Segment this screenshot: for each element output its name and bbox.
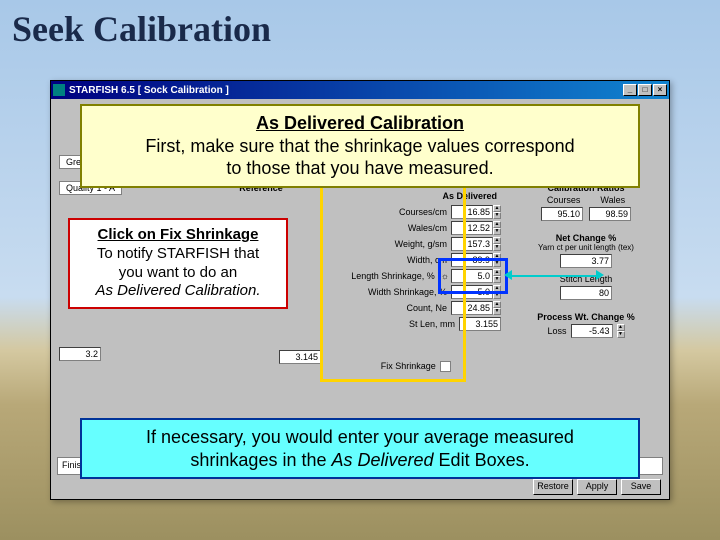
calibration-column: Calibration Ratios Courses Wales 95.10 9… (511, 169, 661, 340)
fix-shrinkage-checkbox[interactable] (440, 361, 451, 372)
lenshr-icon: ☼ (441, 271, 449, 281)
loss-label: Loss (547, 326, 566, 336)
courses-label: Courses/cm (331, 207, 451, 217)
grey-value-input[interactable]: 3.2 (59, 347, 101, 361)
close-button[interactable]: × (653, 84, 667, 96)
lenshr-input[interactable]: 5.0 (451, 269, 493, 283)
stlen-label: St Len, mm (331, 319, 459, 329)
annotation-bottom-line2: shrinkages in the (190, 450, 331, 470)
widshr-label: Width Shrinkage, % (331, 287, 451, 297)
fix-shrinkage-label: Fix Shrinkage (381, 361, 436, 371)
maximize-button[interactable]: □ (638, 84, 652, 96)
app-icon (53, 84, 65, 96)
calib-courses-input[interactable]: 95.10 (541, 207, 583, 221)
titlebar: STARFISH 6.5 [ Sock Calibration ] _ □ × (51, 81, 669, 99)
loss-up[interactable]: ▲ (617, 324, 625, 331)
weight-down[interactable]: ▼ (493, 244, 501, 251)
lenshr-label: Length Shrinkage, % (331, 271, 439, 281)
restore-button[interactable]: Restore (533, 479, 573, 495)
window-title: STARFISH 6.5 [ Sock Calibration ] (69, 85, 229, 96)
width-label: Width, cm (331, 255, 451, 265)
calib-wales-input[interactable]: 98.59 (589, 207, 631, 221)
annotation-left-line1: To notify STARFISH that (80, 245, 276, 264)
annotation-bottom: If necessary, you would enter your avera… (80, 418, 640, 479)
courses-heading: Courses (547, 195, 581, 205)
annotation-left: Click on Fix Shrinkage To notify STARFIS… (68, 218, 288, 309)
asdelivered-column: ☼ As Delivered Courses/cm16.85▲▼ Wales/c… (331, 169, 501, 372)
count-label: Count, Ne (331, 303, 451, 313)
courses-down[interactable]: ▼ (493, 212, 501, 219)
annotation-top-title: As Delivered Calibration (92, 112, 628, 135)
cyan-right-arrowhead-icon (596, 270, 604, 280)
count-input[interactable]: 24.85 (451, 301, 493, 315)
width-input[interactable]: 89.9 (451, 253, 493, 267)
asdelivered-heading: As Delivered (331, 191, 497, 201)
width-up[interactable]: ▲ (493, 253, 501, 260)
netchange-heading: Net Change % (511, 233, 661, 243)
annotation-top: As Delivered Calibration First, make sur… (80, 104, 640, 188)
stlen-input[interactable]: 3.155 (459, 317, 501, 331)
slide-title: Seek Calibration (0, 0, 720, 54)
save-button[interactable]: Save (621, 479, 661, 495)
courses-input[interactable]: 16.85 (451, 205, 493, 219)
annotation-bottom-line2b: Edit Boxes. (434, 450, 530, 470)
annotation-left-line3: As Delivered Calibration. (80, 282, 276, 301)
count-down[interactable]: ▼ (493, 308, 501, 315)
annotation-bottom-line1: If necessary, you would enter your avera… (146, 427, 574, 447)
wales-up[interactable]: ▲ (493, 221, 501, 228)
annotation-top-line1: First, make sure that the shrinkage valu… (92, 135, 628, 158)
apply-button[interactable]: Apply (577, 479, 617, 495)
wales-input[interactable]: 12.52 (451, 221, 493, 235)
annotation-left-title: Click on Fix Shrinkage (80, 226, 276, 245)
weight-input[interactable]: 157.3 (451, 237, 493, 251)
annotation-left-line2: you want to do an (80, 264, 276, 283)
stlen-change-input[interactable]: 80 (560, 286, 612, 300)
weight-label: Weight, g/sm (331, 239, 451, 249)
cyan-left-arrowhead-icon (504, 270, 512, 280)
courses-up[interactable]: ▲ (493, 205, 501, 212)
widshr-up[interactable]: ▲ (493, 285, 501, 292)
width-down[interactable]: ▼ (493, 260, 501, 267)
weight-up[interactable]: ▲ (493, 237, 501, 244)
wales-heading: Wales (600, 195, 625, 205)
widshr-input[interactable]: 5.0 (451, 285, 493, 299)
lenshr-up[interactable]: ▲ (493, 269, 501, 276)
ref-stlen-input[interactable]: 3.145 (279, 350, 321, 364)
wales-down[interactable]: ▼ (493, 228, 501, 235)
count-up[interactable]: ▲ (493, 301, 501, 308)
annotation-top-line2: to those that you have measured. (92, 157, 628, 180)
wales-label: Wales/cm (331, 223, 451, 233)
netchange-sub: Yarn ct per unit length (tex) (511, 243, 661, 252)
netchange-input[interactable]: 3.77 (560, 254, 612, 268)
loss-input[interactable]: -5.43 (571, 324, 613, 338)
lenshr-down[interactable]: ▼ (493, 276, 501, 283)
widshr-down[interactable]: ▼ (493, 292, 501, 299)
minimize-button[interactable]: _ (623, 84, 637, 96)
loss-down[interactable]: ▼ (617, 331, 625, 338)
annotation-bottom-em: As Delivered (332, 450, 434, 470)
procwt-heading: Process Wt. Change % (511, 312, 661, 322)
stlen-heading: Stitch Length (511, 274, 661, 284)
